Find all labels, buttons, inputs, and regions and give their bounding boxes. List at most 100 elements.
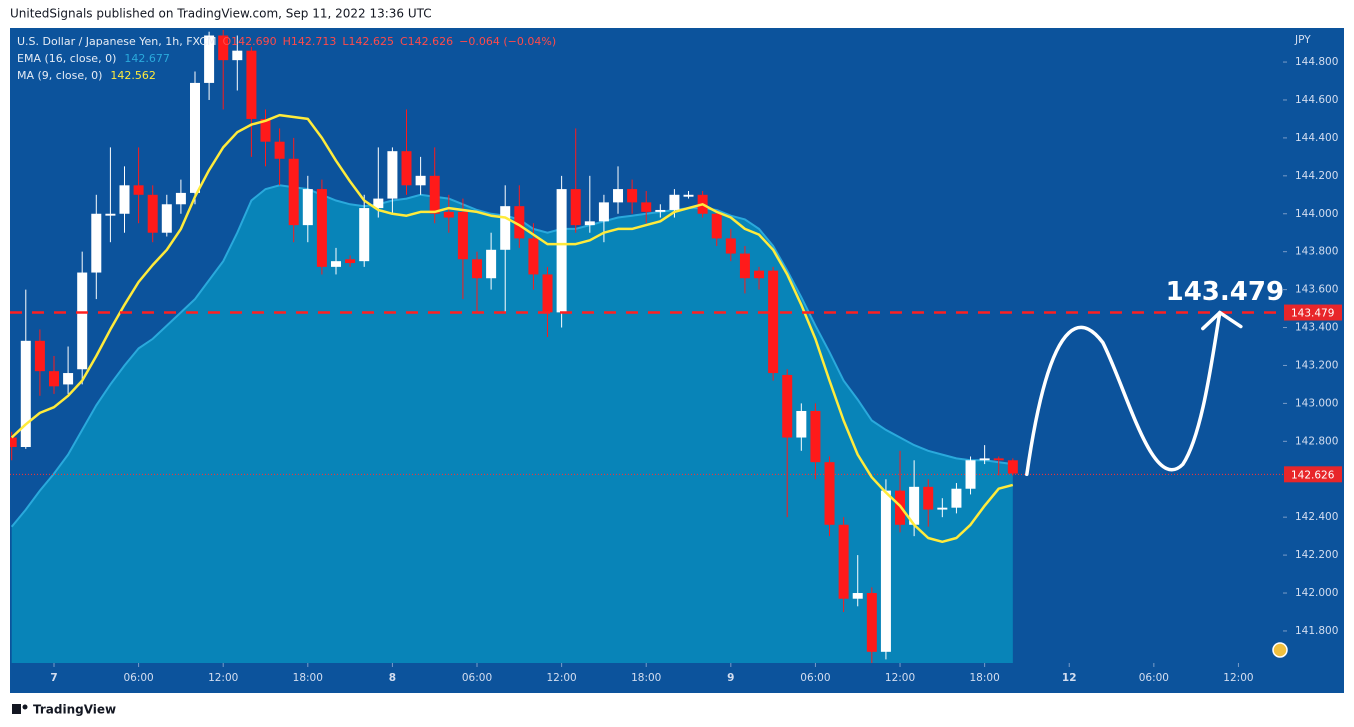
x-tick-label: 7 xyxy=(50,672,57,684)
y-tick-label: 142.000 xyxy=(1295,587,1338,599)
forecast-arrow xyxy=(1025,310,1222,477)
candle-body xyxy=(514,206,525,239)
y-tick-label: 144.400 xyxy=(1295,132,1338,144)
candle-body xyxy=(316,189,327,267)
candle-body xyxy=(1007,460,1018,474)
ema-line xyxy=(10,184,1013,528)
candle-body xyxy=(613,189,624,203)
candle-body xyxy=(274,141,285,159)
arrow-head xyxy=(1201,310,1243,331)
ema-area xyxy=(11,185,1013,663)
candle-body xyxy=(189,82,200,193)
legend-value: 142.677 xyxy=(124,52,170,65)
tv-logo xyxy=(12,704,28,714)
candle-body xyxy=(204,35,215,83)
candle-body xyxy=(993,458,1004,461)
currency-label: JPY xyxy=(1294,34,1311,46)
x-tick-label: 06:00 xyxy=(123,672,153,684)
candle-body xyxy=(288,158,299,226)
candle-body xyxy=(641,202,652,212)
x-tick-label: 12:00 xyxy=(546,672,576,684)
candle-body xyxy=(570,189,581,226)
y-tick-label: 142.200 xyxy=(1295,549,1338,561)
candle-body xyxy=(909,486,920,525)
level-box xyxy=(1284,304,1342,321)
candle-body xyxy=(175,192,186,205)
candle-body xyxy=(246,50,257,119)
x-tick-label: 12 xyxy=(1062,672,1077,684)
candle-body xyxy=(965,460,976,489)
candle-body xyxy=(669,194,680,210)
footer-brand: TradingView xyxy=(33,703,116,717)
candle-body xyxy=(429,175,440,214)
candle-body xyxy=(415,175,426,186)
candle-body xyxy=(923,486,934,510)
last-price-box xyxy=(1284,466,1342,483)
candle-body xyxy=(598,202,609,222)
logo-icon xyxy=(1272,642,1288,658)
legend-ohlc: C142.626 xyxy=(400,35,453,48)
y-tick-label: 143.800 xyxy=(1295,246,1338,258)
candle-body xyxy=(951,488,962,508)
candle-body xyxy=(443,211,454,218)
x-tick-label: 18:00 xyxy=(631,672,661,684)
candle-body xyxy=(627,189,638,203)
x-tick-label: 18:00 xyxy=(969,672,999,684)
candle-body xyxy=(838,524,849,599)
y-tick-label: 144.600 xyxy=(1295,94,1338,106)
x-tick-label: 12:00 xyxy=(1223,672,1253,684)
legend-ohlc: O142.690 xyxy=(222,35,276,48)
candle-body xyxy=(105,213,116,216)
candle-body xyxy=(542,274,553,313)
candle-body xyxy=(10,437,17,448)
legend-ohlc: H142.713 xyxy=(283,35,337,48)
legend-ohlc: L142.625 xyxy=(342,35,394,48)
x-tick-label: 12:00 xyxy=(208,672,238,684)
candle-body xyxy=(725,238,736,254)
candle-body xyxy=(500,206,511,250)
x-tick-label: 06:00 xyxy=(1139,672,1169,684)
y-tick-label: 143.000 xyxy=(1295,397,1338,409)
candle-body xyxy=(401,151,412,186)
candle-body xyxy=(457,211,468,260)
candle-body xyxy=(683,194,694,197)
candle-body xyxy=(711,213,722,239)
level-label: 143.479 xyxy=(1291,308,1334,320)
x-tick-label: 12:00 xyxy=(885,672,915,684)
x-tick-label: 9 xyxy=(727,672,734,684)
y-tick-label: 141.800 xyxy=(1295,625,1338,637)
y-tick-label: 144.000 xyxy=(1295,208,1338,220)
candle-body xyxy=(260,118,271,142)
candle-body xyxy=(810,410,821,463)
candle-body xyxy=(133,185,144,195)
candle-body xyxy=(331,261,342,267)
candle-body xyxy=(302,189,313,226)
x-tick-label: 06:00 xyxy=(800,672,830,684)
plot xyxy=(10,30,1283,663)
level-annotation: 143.479 xyxy=(1166,277,1284,307)
y-tick-label: 143.200 xyxy=(1295,359,1338,371)
x-tick-label: 8 xyxy=(389,672,396,684)
candle-body xyxy=(48,371,59,387)
candle-body xyxy=(147,194,158,233)
candle-body xyxy=(528,238,539,275)
candle-body xyxy=(979,458,990,461)
legend-value: 142.562 xyxy=(110,69,156,82)
candle-body xyxy=(34,340,45,372)
candle-body xyxy=(218,35,229,61)
candle-body xyxy=(796,410,807,438)
y-tick-label: 143.400 xyxy=(1295,322,1338,334)
x-tick-label: 18:00 xyxy=(293,672,323,684)
y-tick-label: 142.800 xyxy=(1295,435,1338,447)
candle-body xyxy=(387,151,398,199)
x-tick-label: 06:00 xyxy=(462,672,492,684)
legend-name: EMA (16, close, 0) xyxy=(17,52,116,65)
ma-line xyxy=(10,113,1014,544)
candle-body xyxy=(866,593,877,652)
y-tick-label: 143.600 xyxy=(1295,284,1338,296)
candle-body xyxy=(880,490,891,652)
candle-body xyxy=(472,259,483,279)
candle-body xyxy=(584,221,595,226)
candle-body xyxy=(373,198,384,209)
